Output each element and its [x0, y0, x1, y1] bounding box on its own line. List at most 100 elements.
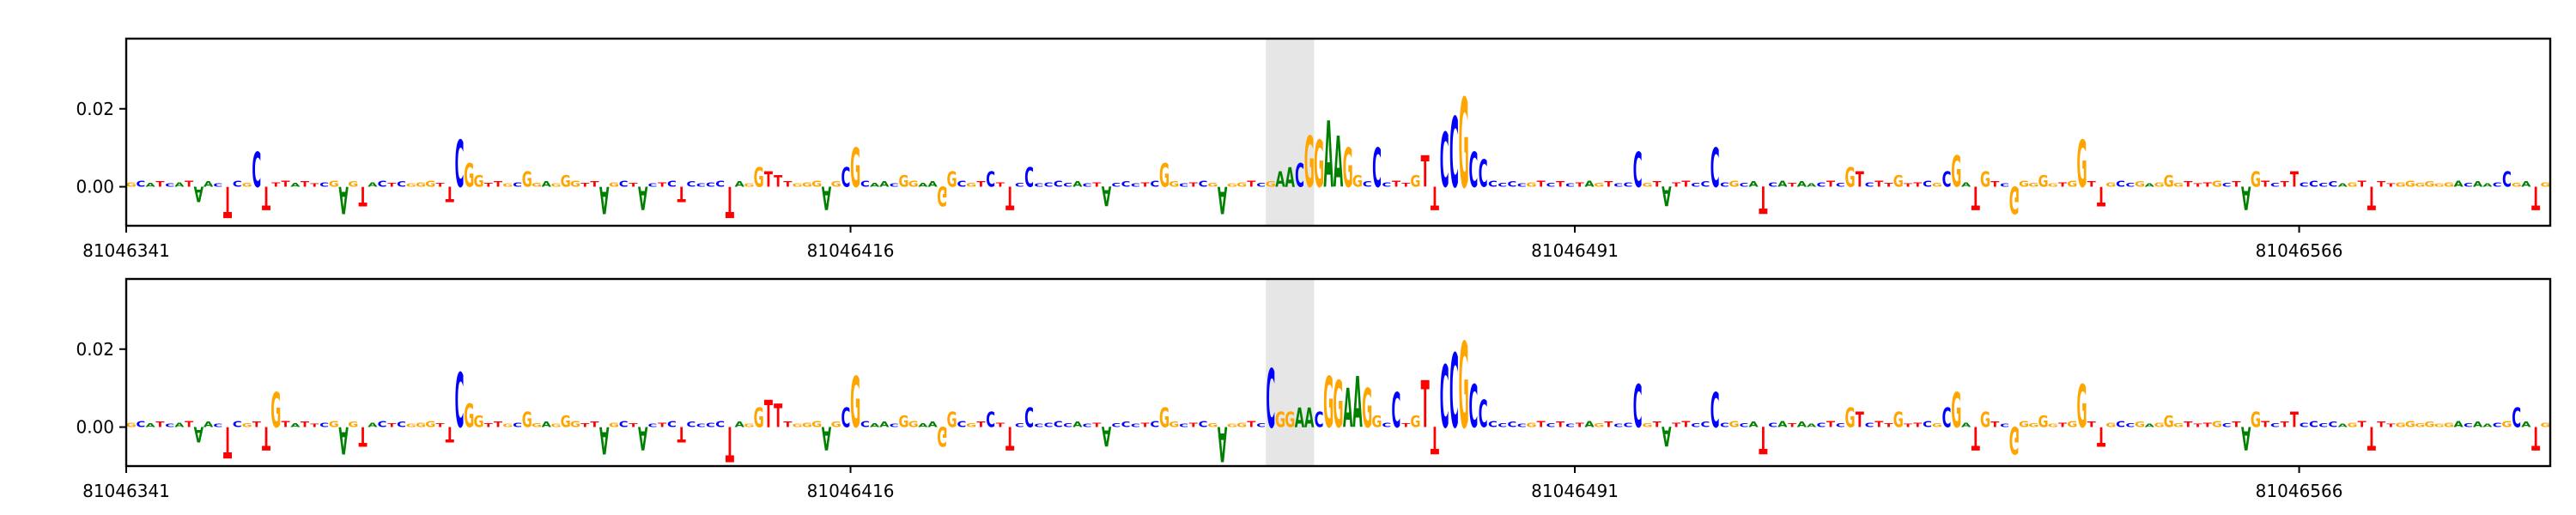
logo-letter-c: C — [319, 181, 329, 189]
x-tick-label: 81046491 — [1531, 481, 1619, 501]
logo-letter-c: C — [1623, 181, 1632, 189]
logo-letter-c: C — [2502, 167, 2512, 191]
logo-letter-g: G — [416, 421, 426, 429]
logo-letter-g: G — [425, 419, 435, 429]
logo-letter-g: G — [1410, 412, 1420, 431]
logo-letter-t: T — [1971, 179, 1980, 215]
logo-letter-c: C — [2222, 422, 2232, 429]
logo-letter-g: G — [242, 182, 252, 189]
logo-letter-g: G — [754, 161, 764, 193]
logo-letter-c: C — [378, 179, 387, 189]
logo-letter-t: T — [2358, 179, 2367, 189]
logo-letter-t: T — [282, 419, 291, 429]
y-tick-label: 0.02 — [76, 339, 114, 360]
logo-letter-t: T — [1537, 419, 1546, 429]
logo-letter-t: T — [2193, 183, 2202, 188]
axes-frame — [125, 37, 2552, 227]
logo-letter-g: G — [1314, 127, 1324, 202]
logo-letter-a: A — [638, 419, 647, 456]
logo-letter-g: G — [2154, 181, 2164, 189]
logo-letter-g: G — [1932, 182, 1942, 189]
logo-letter-g: G — [570, 419, 580, 429]
logo-letter-g: G — [2048, 423, 2058, 428]
logo-letter-a: A — [1807, 183, 1817, 188]
logo-letter-t: T — [2261, 419, 2270, 429]
logo-letter-a: A — [1295, 402, 1305, 433]
logo-letter-t: T — [783, 180, 793, 189]
logo-letter-c: C — [2493, 421, 2502, 429]
x-tick-label: 81046566 — [2256, 240, 2343, 261]
logo-letter-a: A — [194, 182, 204, 207]
logo-letter-c: C — [1111, 422, 1121, 429]
logo-letter-t: T — [658, 181, 666, 189]
logo-letter-a: A — [870, 182, 880, 189]
x-tick-label: 81046416 — [807, 240, 895, 261]
logo-letter-c: C — [513, 421, 522, 429]
logo-letter-c: C — [2125, 422, 2135, 429]
logo-letter-a: A — [2241, 179, 2251, 215]
logo-letter-g: G — [522, 167, 532, 191]
logo-letter-c: C — [957, 419, 966, 429]
logo-letter-c: C — [986, 167, 995, 191]
logo-letter-t: T — [1681, 179, 1691, 189]
logo-letter-g: G — [126, 421, 137, 429]
x-tick-label: 81046491 — [1531, 240, 1619, 261]
logo-letter-c: C — [1256, 182, 1266, 189]
logo-letter-c: C — [1083, 423, 1092, 428]
logo-letter-a: A — [1777, 179, 1788, 189]
logo-letter-t: T — [2087, 180, 2097, 189]
logo-letter-c: C — [1392, 383, 1401, 439]
logo-letter-a: A — [1807, 423, 1817, 428]
logo-letter-c: C — [213, 423, 222, 428]
logo-letter-a: A — [2453, 419, 2464, 429]
logo-letter-t: T — [1904, 423, 1913, 428]
logo-letter-g: G — [1642, 182, 1652, 189]
logo-letter-t: T — [1604, 180, 1613, 189]
logo-letter-c: C — [1546, 422, 1556, 429]
logo-letter-a: A — [290, 182, 301, 189]
logo-letter-c: C — [1315, 407, 1324, 432]
logo-letter-t: T — [2203, 181, 2212, 189]
logo-letter-g: G — [1207, 422, 1218, 429]
logo-letter-t: T — [1672, 421, 1680, 429]
logo-letter-c: C — [1508, 421, 1517, 429]
logo-letter-c: C — [1024, 402, 1034, 433]
logo-letter-g: G — [561, 172, 571, 191]
logo-letter-g: G — [1845, 402, 1856, 433]
logo-letter-g: G — [2164, 172, 2174, 191]
logo-letter-t: T — [580, 422, 589, 429]
logo-letter-c: C — [1565, 183, 1575, 188]
logo-letter-t: T — [2290, 407, 2299, 432]
logo-letter-c: C — [1479, 152, 1488, 196]
logo-letter-t: T — [1401, 422, 1410, 429]
logo-letter-g: G — [1951, 147, 1961, 197]
logo-letter-g: G — [242, 422, 252, 429]
logo-letter-g: G — [1236, 421, 1247, 429]
logo-letter-t: T — [252, 421, 262, 429]
logo-letter-c: C — [1449, 333, 1459, 451]
logo-letter-t: T — [1189, 181, 1198, 189]
logo-letter-t: T — [2281, 421, 2290, 429]
logo-letter-a: A — [542, 421, 552, 429]
logo-letter-g: G — [2444, 181, 2454, 189]
logo-letter-c: C — [1469, 373, 1479, 441]
logo-letter-t: T — [2058, 181, 2067, 189]
logo-letter-a: A — [145, 422, 155, 429]
logo-letter-t: T — [1247, 419, 1256, 429]
logo-letter-t: T — [155, 421, 165, 429]
logo-letter-t: T — [1874, 419, 1884, 429]
logo-letter-c: C — [2000, 183, 2009, 188]
logo-letter-t: T — [1990, 421, 2000, 429]
logo-letter-c: C — [957, 179, 966, 189]
logo-letter-g: G — [464, 157, 474, 194]
logo-letter-g: G — [1526, 421, 1536, 429]
logo-letter-t: T — [2290, 167, 2299, 191]
logo-letter-c: C — [1372, 137, 1382, 200]
logo-letter-t: T — [783, 421, 793, 429]
logo-letter-a: A — [599, 178, 609, 221]
logo-letter-g: G — [561, 412, 571, 431]
logo-letter-t: T — [1788, 182, 1796, 189]
logo-letter-t: T — [774, 172, 783, 191]
